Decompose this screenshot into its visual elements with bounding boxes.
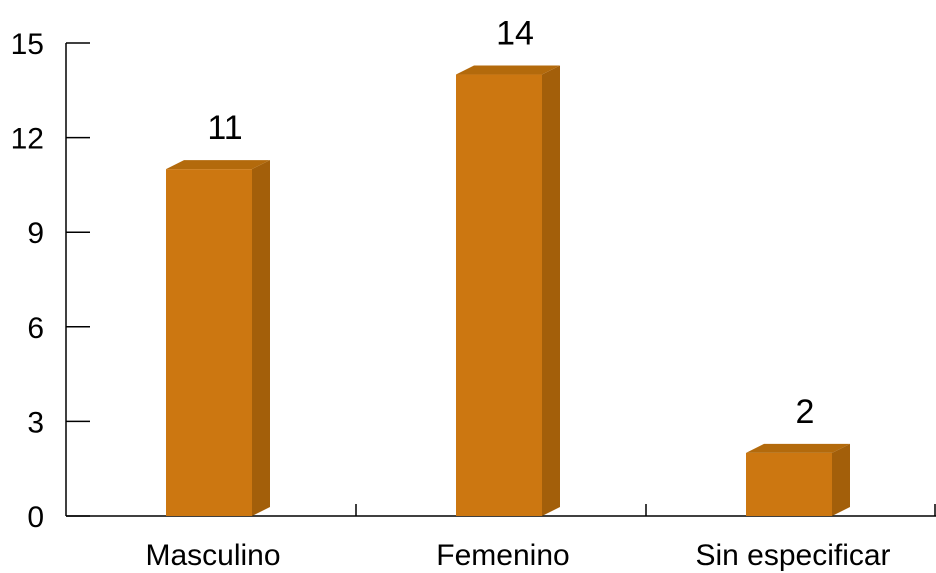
bar-front-femenino <box>456 74 542 517</box>
bar-front-sin-especificar <box>746 452 832 516</box>
y-tick-label-6: 6 <box>27 312 44 345</box>
y-tick-label-15: 15 <box>11 28 44 61</box>
y-tick-label-12: 12 <box>11 123 44 156</box>
bar-top-femenino <box>456 65 560 75</box>
y-axis: 0 3 6 9 12 15 <box>11 28 90 534</box>
x-ticks <box>355 504 936 516</box>
data-label-masculino: 11 <box>207 109 242 147</box>
bar-side-masculino <box>252 160 270 516</box>
bar-top-sin-especificar <box>746 443 850 453</box>
bar-front-masculino <box>166 169 252 516</box>
bar-side-sin-especificar <box>832 443 850 516</box>
bar-side-femenino <box>542 65 560 517</box>
y-tick-label-3: 3 <box>27 406 44 439</box>
category-labels: Masculino Femenino Sin especificar <box>145 539 890 572</box>
bar-masculino <box>166 160 270 516</box>
y-tick-label-0: 0 <box>27 501 44 534</box>
y-ticks: 0 3 6 9 12 15 <box>11 28 90 534</box>
category-label-femenino: Femenino <box>436 539 569 572</box>
category-label-masculino: Masculino <box>145 539 280 572</box>
bar-sin-especificar <box>746 443 850 516</box>
bars <box>166 65 850 517</box>
bar-top-masculino <box>166 160 270 170</box>
data-label-sin-especificar: 2 <box>796 393 815 431</box>
data-labels: 11 14 2 <box>207 15 814 431</box>
category-label-sin-especificar: Sin especificar <box>695 539 890 572</box>
bar-femenino <box>456 65 560 517</box>
data-label-femenino: 14 <box>496 15 534 53</box>
y-tick-label-9: 9 <box>27 217 44 250</box>
